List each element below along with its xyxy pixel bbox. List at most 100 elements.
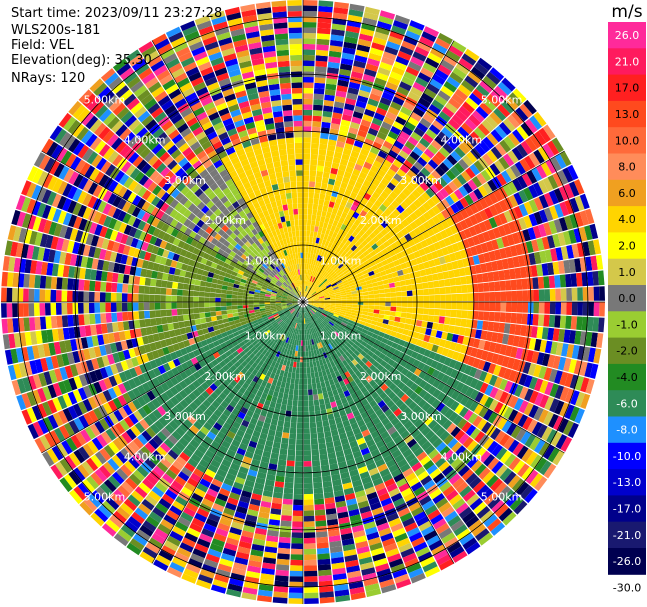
- range-gate: [322, 245, 328, 252]
- range-gate: [182, 302, 188, 309]
- range-gate: [429, 302, 435, 309]
- range-gate: [304, 274, 306, 281]
- range-gate: [437, 177, 448, 188]
- range-gate: [303, 148, 311, 154]
- range-gate: [388, 282, 396, 288]
- range-gate: [558, 217, 568, 232]
- range-gate: [392, 159, 403, 169]
- range-gate: [319, 315, 325, 321]
- range-gate: [311, 291, 316, 296]
- range-gate: [325, 246, 331, 253]
- range-gate: [400, 249, 409, 257]
- range-gate: [304, 537, 316, 544]
- range-gate: [511, 232, 521, 245]
- range-gate: [378, 289, 385, 294]
- range-gate: [448, 411, 459, 423]
- range-gate: [497, 225, 507, 237]
- range-gate: [582, 287, 589, 301]
- range-gate: [313, 192, 320, 199]
- range-gate: [469, 214, 479, 226]
- range-gate: [477, 123, 490, 136]
- range-gate: [316, 289, 322, 293]
- range-gate: [483, 219, 493, 231]
- range-gate: [374, 325, 382, 332]
- range-gate: [340, 58, 354, 66]
- range-gate: [479, 382, 489, 394]
- range-gate: [360, 119, 372, 128]
- range-gate: [327, 139, 337, 147]
- range-gate: [319, 302, 325, 305]
- range-gate: [474, 62, 489, 76]
- range-gate: [354, 240, 361, 248]
- range-gate: [564, 199, 575, 215]
- range-gate: [286, 405, 293, 412]
- range-gate: [448, 45, 464, 58]
- range-gate: [493, 202, 504, 215]
- range-gate: [525, 451, 538, 466]
- range-gate: [495, 302, 501, 312]
- range-gate: [515, 107, 529, 122]
- range-gate: [335, 294, 341, 297]
- range-gate: [337, 282, 344, 287]
- range-gate: [319, 193, 326, 200]
- range-gate: [320, 464, 330, 472]
- range-gate: [370, 165, 380, 174]
- range-gate: [474, 200, 484, 212]
- range-gate: [532, 225, 542, 239]
- range-gate: [388, 320, 395, 326]
- range-gate: [478, 302, 485, 311]
- range-gate: [347, 161, 356, 169]
- range-gate: [309, 170, 317, 177]
- range-gate: [303, 515, 315, 522]
- range-gate: [334, 259, 340, 266]
- range-gate: [399, 280, 406, 287]
- range-gate: [338, 286, 345, 290]
- range-gate: [398, 191, 408, 201]
- range-gate: [507, 181, 518, 194]
- range-gate: [399, 81, 412, 92]
- range-gate: [445, 302, 452, 310]
- range-gate: [290, 548, 303, 555]
- range-gate: [461, 79, 475, 93]
- range-gate: [347, 266, 354, 272]
- range-gate: [379, 97, 392, 106]
- range-gate: [332, 257, 338, 264]
- range-gate: [321, 386, 328, 394]
- range-gate: [438, 316, 445, 324]
- range-gate: [348, 9, 364, 18]
- range-gate: [439, 338, 447, 348]
- range-gate: [385, 135, 396, 145]
- range-gate: [432, 42, 448, 55]
- range-gate: [579, 210, 590, 226]
- range-gate: [341, 321, 347, 327]
- range-gate: [552, 355, 561, 370]
- range-gate: [333, 312, 340, 316]
- range-gate: [193, 285, 200, 292]
- range-gate: [426, 227, 435, 237]
- range-gate: [511, 290, 518, 302]
- range-gate: [311, 242, 316, 249]
- range-gate: [434, 69, 449, 81]
- range-gate: [446, 76, 461, 89]
- range-gate: [562, 230, 572, 245]
- range-gate: [329, 295, 336, 298]
- range-gate: [61, 290, 68, 302]
- range-gate: [374, 31, 389, 41]
- range-gate: [441, 374, 450, 384]
- range-gate: [345, 213, 353, 221]
- range-gate: [303, 252, 306, 259]
- range-gate: [352, 334, 359, 341]
- range-gate: [342, 218, 350, 226]
- range-gate: [193, 296, 199, 302]
- range-gate: [198, 291, 205, 297]
- range-gate: [569, 406, 580, 422]
- range-gate: [470, 347, 478, 358]
- range-gate: [450, 150, 462, 162]
- range-gate: [376, 72, 389, 82]
- range-gate: [480, 330, 488, 340]
- range-gate: [486, 133, 499, 146]
- range-gate: [361, 166, 370, 175]
- range-gate: [343, 41, 357, 50]
- range-gate: [460, 276, 467, 285]
- range-gate: [313, 99, 324, 106]
